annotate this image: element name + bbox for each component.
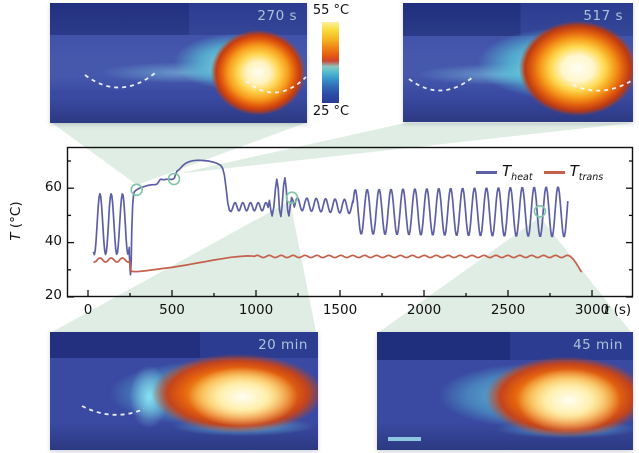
x-tick-label: 1500	[322, 302, 358, 318]
dashed-outlines	[408, 76, 632, 92]
wedge-20min	[52, 201, 316, 332]
plot-frame	[66, 146, 634, 298]
y-axis-symbol: T	[8, 232, 24, 241]
x-axis-label: t (s)	[604, 302, 639, 318]
dashed-outline	[572, 80, 632, 92]
x-tick-label: 500	[159, 302, 185, 318]
x-tick-label: 2500	[490, 302, 526, 318]
x-tick-label: 0	[83, 302, 93, 318]
marker-circle	[167, 172, 181, 186]
marker-circle	[285, 191, 299, 204]
x-axis-units: (s)	[613, 302, 632, 318]
scale-bar	[388, 437, 421, 441]
x-tick-label: 1000	[238, 302, 274, 318]
dashed-outline	[84, 72, 156, 89]
series-T_heat	[92, 159, 569, 276]
thermal-image-270s: 270 s	[50, 3, 307, 123]
thermal-image-45min: 45 min	[377, 332, 633, 450]
y-axis-units: (°C)	[8, 201, 24, 229]
marker-circle	[130, 183, 143, 197]
wedge-517s	[176, 123, 631, 174]
series-T_trans	[93, 254, 583, 273]
y-tick-label: 40	[44, 233, 62, 249]
y-axis-label: T (°C)	[8, 186, 24, 256]
legend-item-trans: Ttrans	[543, 162, 604, 183]
legend-label-trans: Ttrans	[569, 162, 604, 183]
dashed-outline	[408, 76, 474, 92]
legend-swatch-heat	[476, 171, 497, 174]
dashed-outline	[81, 405, 145, 416]
y-tick-label: 20	[44, 287, 62, 303]
thermal-image-517s: 517 s	[403, 3, 633, 122]
thermal-image-label: 45 min	[573, 337, 623, 353]
dashed-outlines	[81, 405, 145, 416]
thermal-image-20min: 20 min	[50, 332, 318, 450]
x-tick-label: 3000	[574, 302, 610, 318]
dashed-outline	[245, 76, 307, 94]
x-tick-label: 2000	[406, 302, 442, 318]
thermal-image-label: 517 s	[583, 8, 623, 24]
y-tick-label: 60	[44, 179, 62, 195]
wedge-270s	[52, 123, 305, 185]
colorbar	[322, 22, 339, 103]
x-axis-symbol: t	[604, 302, 610, 318]
colorbar-max-label: 55 °C	[312, 3, 350, 18]
thermal-image-label: 20 min	[258, 337, 308, 353]
legend-label-heat: Theat	[502, 162, 533, 183]
plot-dynamic	[67, 159, 633, 298]
legend-item-heat: Theat	[476, 162, 533, 183]
colorbar-min-label: 25 °C	[312, 104, 350, 119]
thermal-image-label: 270 s	[257, 8, 297, 24]
legend-swatch-trans	[543, 171, 565, 174]
chart-legend: Theat Ttrans	[476, 162, 603, 183]
dashed-outlines	[84, 72, 307, 94]
marker-circle	[533, 205, 547, 218]
wedge-45min	[379, 217, 631, 332]
